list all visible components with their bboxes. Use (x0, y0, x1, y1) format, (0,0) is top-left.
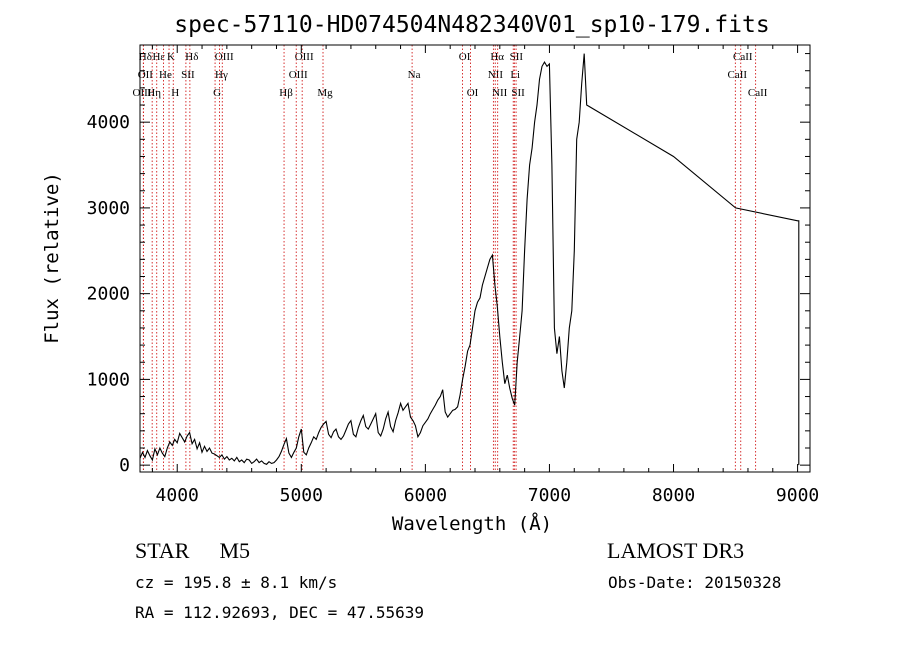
y-axis-label: Flux (relative) (41, 172, 63, 344)
object-classification: STAR M5 (135, 538, 250, 564)
x-tick-label: 6000 (404, 485, 447, 506)
spectral-line-label: SII (510, 51, 524, 63)
spectral-line-label: Mg (317, 87, 333, 99)
spectral-line-label: Hβ (279, 87, 293, 99)
y-tick-label: 2000 (87, 284, 130, 305)
y-tick-label: 0 (119, 455, 130, 476)
spectral-line-label: CaII (728, 69, 748, 81)
axis-ticks: 4000 5000 6000 7000 8000 9000 0 1000 2000 3000 400… (87, 45, 819, 506)
spectral-line-label: Hη (147, 87, 161, 99)
coordinates: RA = 112.92693, DEC = 47.55639 (135, 603, 424, 622)
survey-name: LAMOST DR3 (607, 538, 745, 563)
x-axis-label: Wavelength (Å) (392, 512, 552, 535)
spectral-line-label: CaII (733, 51, 753, 63)
x-tick-label: 9000 (776, 485, 819, 506)
spectral-line-label: K (167, 51, 175, 63)
spectral-line-label: NII (488, 69, 504, 81)
plot-frame (139, 44, 811, 473)
x-tick-label: 4000 (156, 485, 199, 506)
object-subclass: M5 (219, 538, 251, 563)
flux-series-line (139, 53, 800, 466)
spectral-line-label: OIII (133, 87, 152, 99)
x-tick-label: 7000 (528, 485, 571, 506)
y-tick-label: 3000 (87, 198, 130, 219)
spectral-line-label: Hγ (215, 69, 228, 81)
spectral-line-label: OIII (295, 51, 314, 63)
x-tick-label: 5000 (280, 485, 323, 506)
spectral-line-label: SII (181, 69, 195, 81)
spectral-line-label: SII (511, 87, 525, 99)
spectral-line-label: H (171, 87, 179, 99)
spectral-line-label: OI (459, 51, 471, 63)
spectral-line-label: Hδ (139, 51, 152, 63)
redshift-velocity: cz = 195.8 ± 8.1 km/s (135, 573, 338, 592)
spectral-line-label: OI (467, 87, 479, 99)
spectral-line-label: Hε (152, 51, 165, 63)
spectral-line-label: Na (408, 69, 421, 81)
spectral-line-label: OIII (215, 51, 234, 63)
y-tick-label: 1000 (87, 369, 130, 390)
observation-date: Obs-Date: 20150328 (608, 573, 782, 592)
spectral-line-label: Li (510, 69, 520, 81)
chart-title: spec-57110-HD074504N482340V01_sp10-179.f… (174, 12, 769, 38)
y-tick-label: 4000 (87, 112, 130, 133)
spectral-line-label: OIII (289, 69, 308, 81)
spectral-line-label: CaII (748, 87, 768, 99)
spectral-line-label: He (159, 69, 172, 81)
spectral-line-label: OII (138, 69, 154, 81)
x-tick-label: 8000 (652, 485, 695, 506)
spectral-line-label: G (213, 87, 221, 99)
spectral-line-label: Hδ (185, 51, 198, 63)
spectral-line-label: NII (492, 87, 508, 99)
object-class: STAR (135, 538, 190, 563)
